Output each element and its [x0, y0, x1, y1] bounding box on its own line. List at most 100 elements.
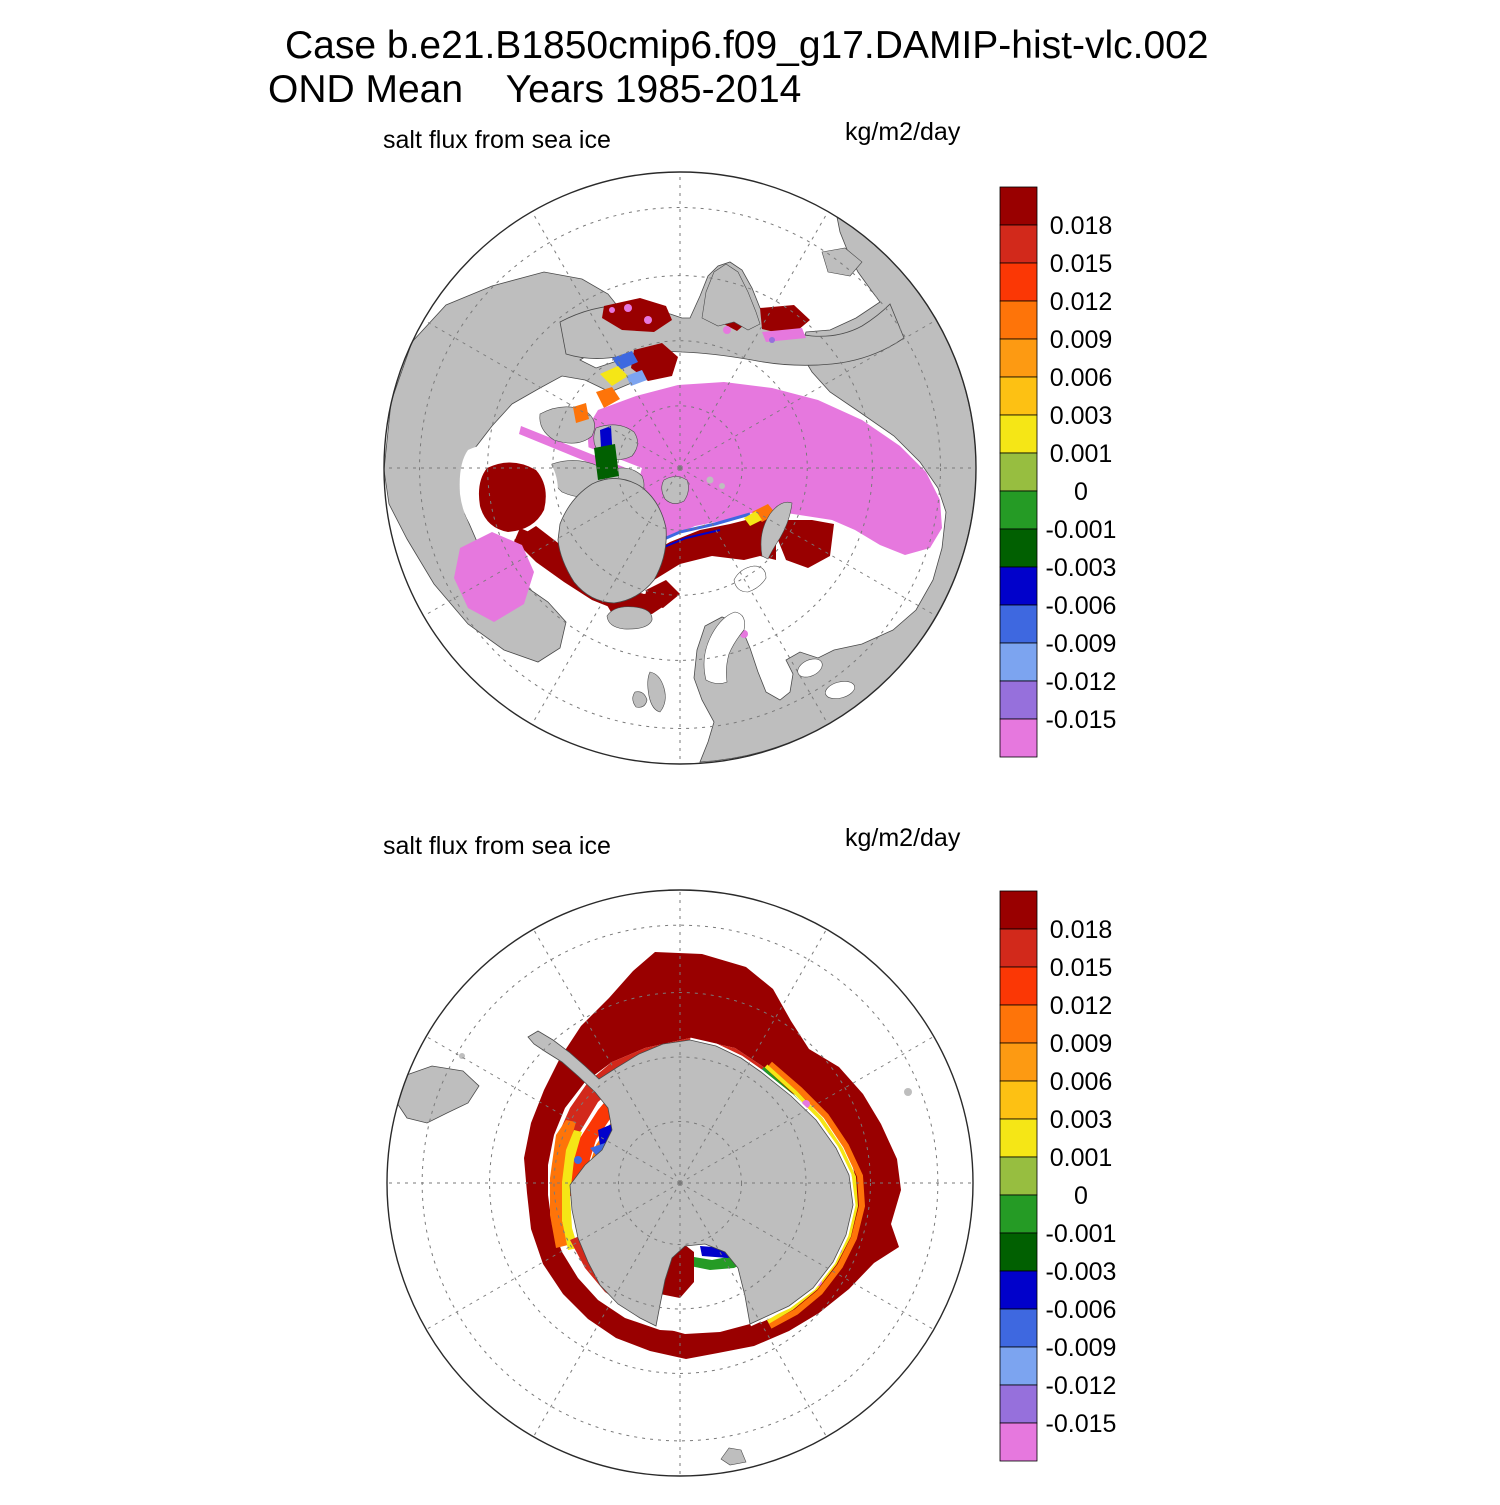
colorbar-tick-label: -0.003 [1046, 554, 1117, 582]
colorbar-cell [999, 1270, 1038, 1310]
meridian-line [423, 319, 681, 469]
fringe-yellow [600, 366, 628, 386]
south-polar-map [387, 890, 973, 1476]
colorbar-tick-label: -0.003 [1046, 1258, 1117, 1286]
latitude-circle [617, 1120, 743, 1246]
colorbar-cell [999, 928, 1038, 968]
colorbar-cell [999, 186, 1038, 226]
meridian-line [679, 929, 827, 1184]
ice-pink-baffin-bay [454, 532, 534, 622]
colorbar-cell [999, 680, 1038, 720]
colorbar-cell [999, 1042, 1038, 1082]
north-polar-map [384, 172, 976, 764]
latitude-circle [617, 405, 743, 531]
meridian-line [679, 467, 937, 617]
meridian-line [533, 929, 681, 1184]
colorbar-tick-label: 0 [1074, 1182, 1088, 1210]
fringe-light-blue [626, 370, 647, 386]
colorbar-tick-label: 0.018 [1050, 916, 1113, 944]
colorbar-cell [999, 718, 1038, 758]
north-units-label: kg/m2/day [845, 118, 961, 146]
white-sea [733, 565, 767, 593]
meridian-line [423, 467, 681, 617]
ice-pink-speck [609, 307, 615, 313]
colorbar-tick-label: -0.015 [1046, 1410, 1117, 1438]
colorbar-cell [999, 224, 1038, 264]
flux-high-hudson-bay [478, 462, 546, 532]
land-ireland [632, 691, 648, 708]
land-franz-josef [719, 483, 725, 489]
colorbar-cell [999, 338, 1038, 378]
flux-high-kara-band [778, 520, 834, 568]
colorbar-tick-label: 0.003 [1050, 402, 1113, 430]
flux-high-koryak-coast [760, 305, 810, 336]
colorbar-cell [999, 890, 1038, 930]
colorbar-tick-label: 0.015 [1050, 954, 1113, 982]
colorbar-cell [999, 300, 1038, 340]
colorbar-cell [999, 1308, 1038, 1348]
north-colorbar: 0.018 0.015 0.012 0.009 0.006 0.003 0.001 0 -0.0… [999, 186, 1117, 758]
meridian-line [679, 211, 829, 469]
purple-fringe-speck [769, 337, 775, 343]
meridian-line [679, 1182, 827, 1437]
north-variable-label: salt flux from sea ice [383, 126, 611, 154]
gradient-west-orange [550, 1120, 576, 1248]
land-franz-josef [706, 476, 714, 484]
flux-high-seasonal-ice-ring [524, 952, 901, 1359]
gradient-west-yellow [562, 1130, 582, 1250]
colorbar-tick-label: -0.015 [1046, 706, 1117, 734]
meridian-line [533, 1182, 681, 1437]
baltic-sea [703, 611, 745, 684]
latitude-circle [553, 1056, 807, 1310]
colorbar-tick-label: 0.001 [1050, 440, 1113, 468]
latitude-circle [552, 340, 808, 596]
north-graticule [384, 172, 976, 764]
colorbar-cell [999, 1118, 1038, 1158]
lake-onega [825, 681, 855, 699]
meridian-line [531, 211, 681, 469]
colorbar-tick-label: 0.003 [1050, 1106, 1113, 1134]
ice-pink-speck [723, 326, 731, 334]
land-south-america-tip [394, 1065, 480, 1124]
colorbar-tick-label: 0.009 [1050, 326, 1113, 354]
meridian-line [426, 1182, 681, 1330]
land-greenland [557, 478, 667, 604]
colorbar-cell [999, 1004, 1038, 1044]
colorbar-tick-label: -0.001 [1046, 1220, 1117, 1248]
colorbar-cell [999, 452, 1038, 492]
colorbar-cell [999, 1346, 1038, 1386]
fringe-east-orange [768, 1061, 866, 1329]
colorbar-tick-label: 0.018 [1050, 212, 1113, 240]
colorbar-tick-label: -0.006 [1046, 592, 1117, 620]
meridian-line [426, 1036, 681, 1184]
colorbar-cell [999, 1422, 1038, 1462]
south-map-boundary [386, 889, 974, 1477]
colorbar-tick-label: 0.012 [1050, 992, 1113, 1020]
meridian-line [679, 319, 937, 469]
ice-pack-central-arctic [588, 382, 942, 555]
ice-pink-speck [624, 304, 632, 312]
land-south-georgia [720, 1447, 747, 1466]
colorbar-cell [999, 642, 1038, 682]
land-kamchatka [701, 263, 761, 331]
colorbar-tick-label: -0.012 [1046, 1372, 1117, 1400]
colorbar-cell [999, 1232, 1038, 1272]
south-colorbar: 0.018 0.015 0.012 0.009 0.006 0.003 0.001 0 -0.0… [999, 890, 1117, 1462]
latitude-circle [489, 992, 871, 1374]
colorbar-tick-label: -0.006 [1046, 1296, 1117, 1324]
land-north-america [384, 271, 643, 663]
colorbar-tick-label: 0 [1074, 478, 1088, 506]
fringe-orange [596, 387, 620, 408]
colorbar-cell [999, 966, 1038, 1006]
north-map-boundary [383, 171, 977, 765]
colorbar-tick-label: -0.012 [1046, 668, 1117, 696]
fringe-blue [612, 351, 638, 370]
land-small-island [904, 1088, 912, 1096]
land-novaya-zemlya [760, 501, 793, 560]
ice-pink-speck [644, 316, 652, 324]
land-island-north-pacific [821, 247, 863, 277]
colorbar-tick-label: 0.001 [1050, 1144, 1113, 1172]
colorbar-cell [999, 414, 1038, 454]
colorbar-cell [999, 1194, 1038, 1234]
